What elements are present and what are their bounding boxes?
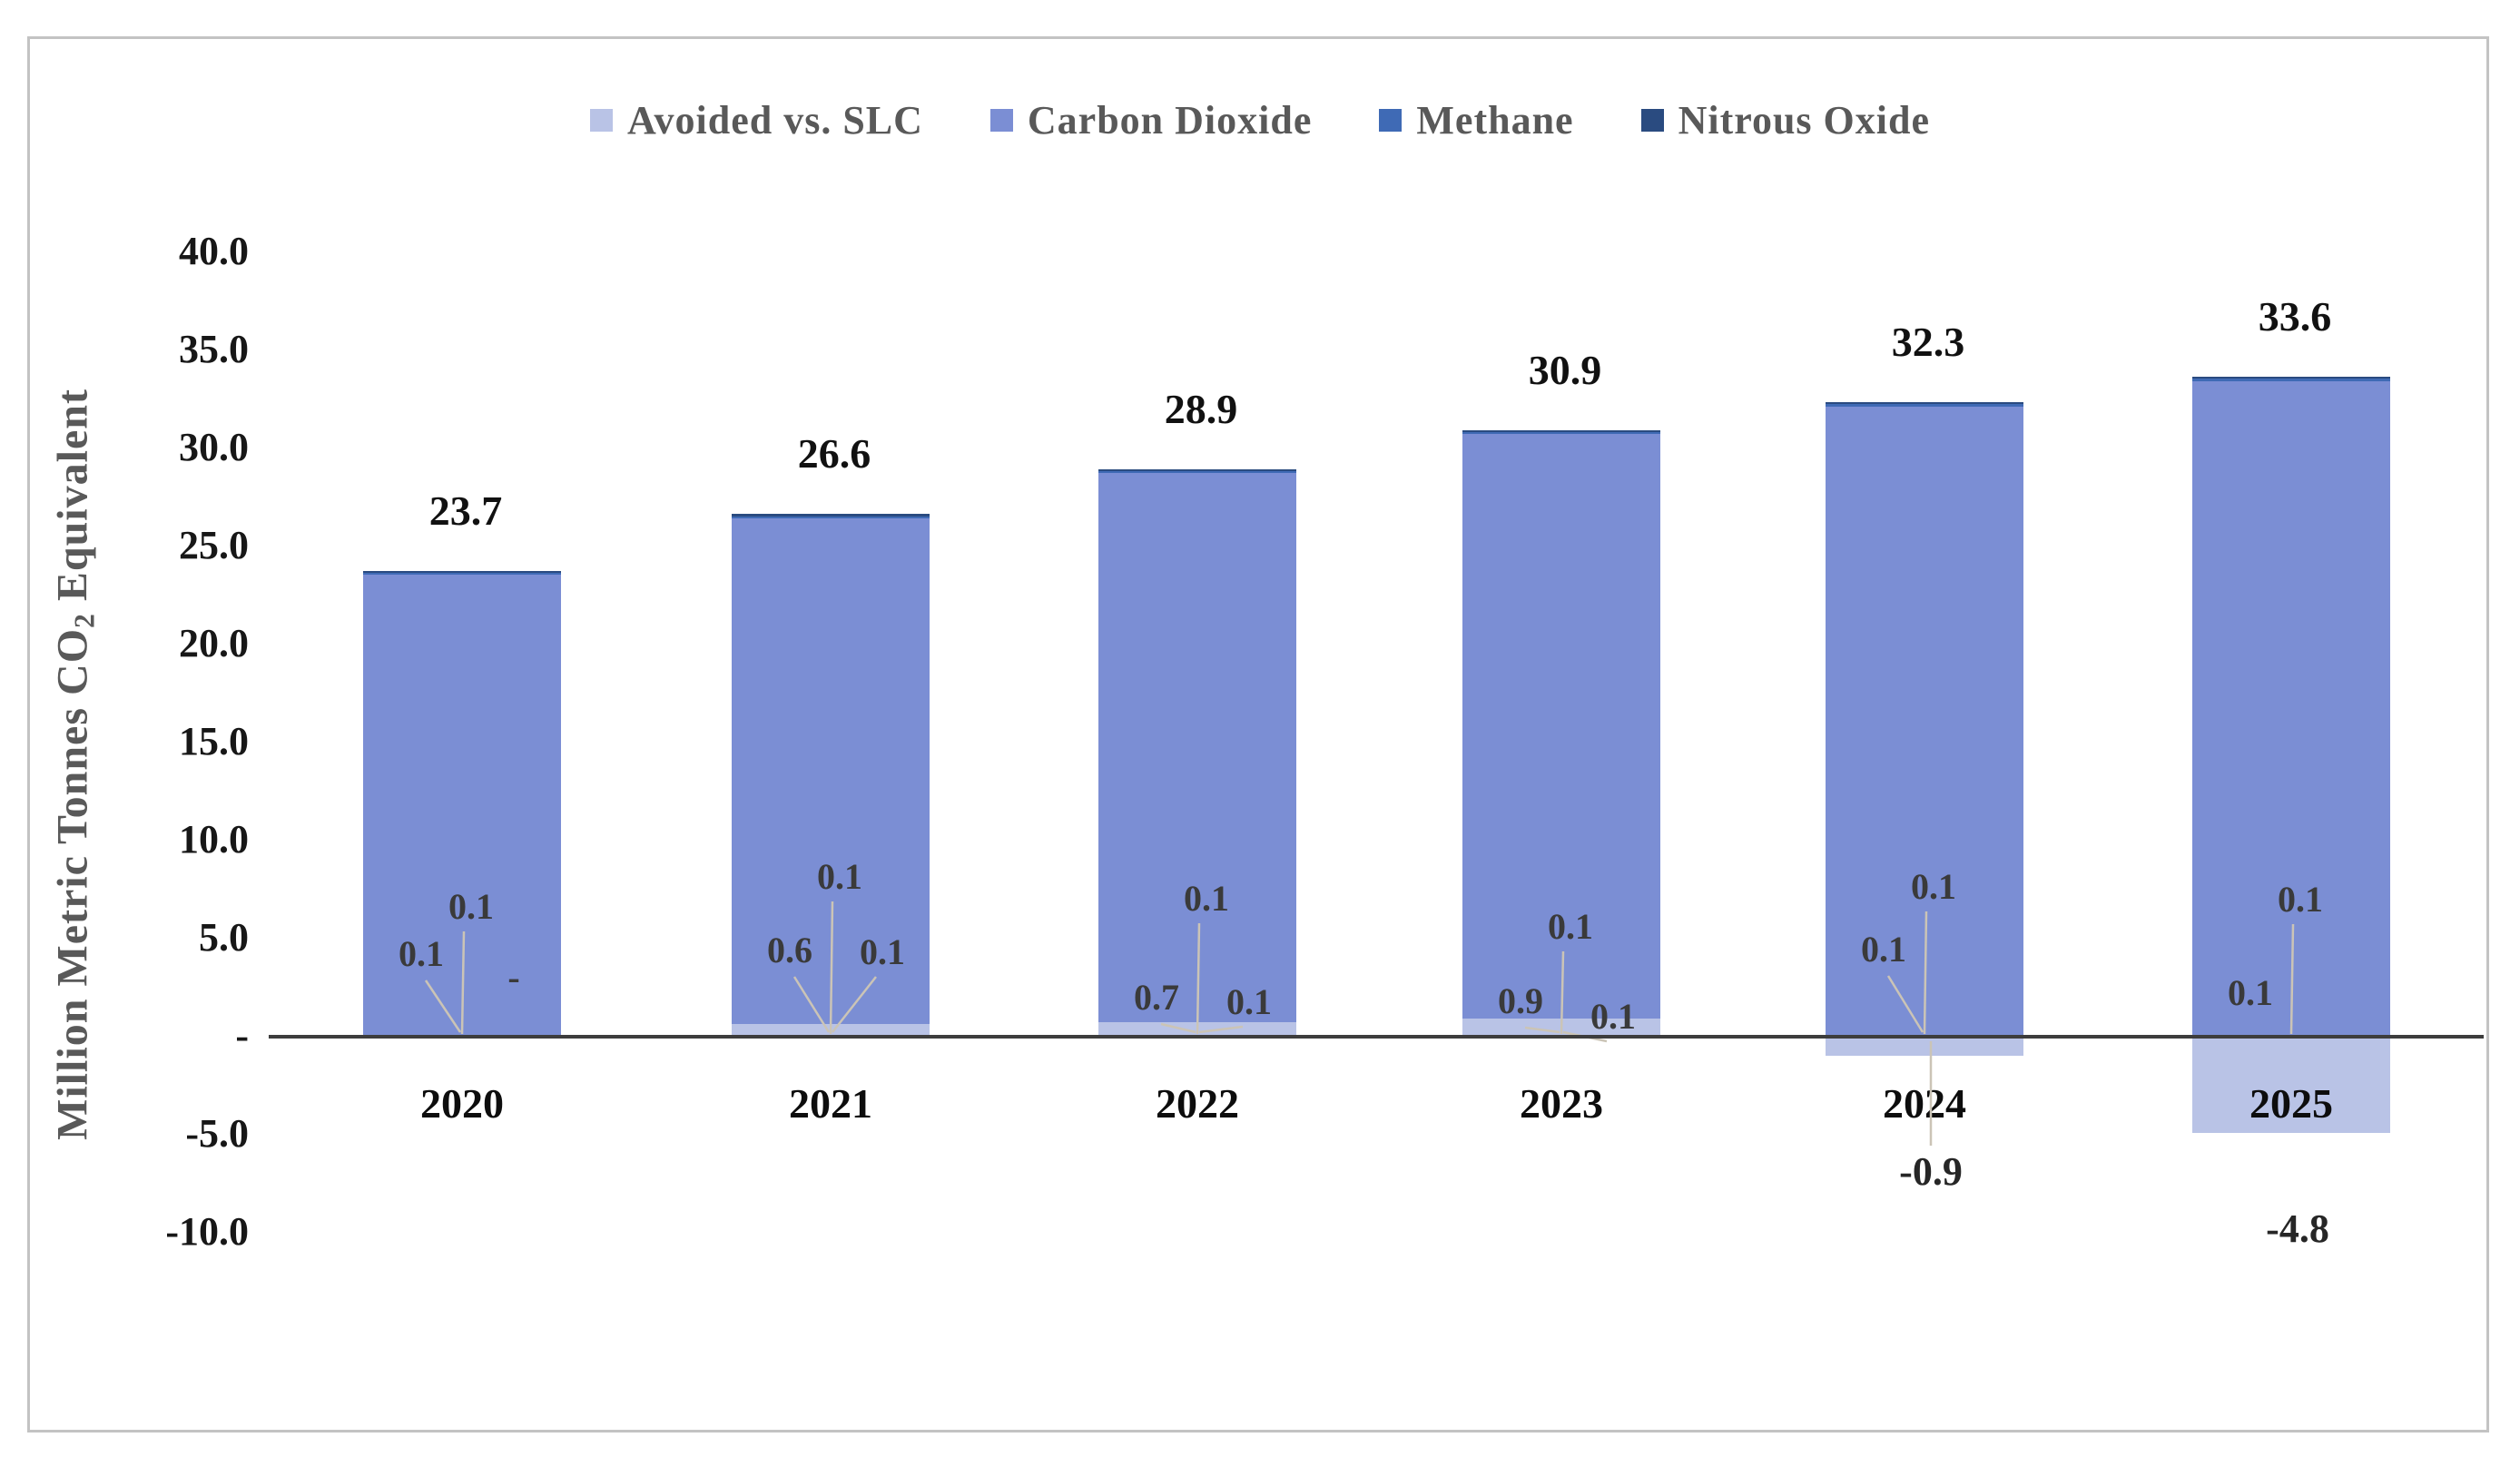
- bar-total-label-2021: 26.6: [797, 430, 871, 478]
- callout-left-label-2021: 0.6: [767, 930, 812, 970]
- legend-item-avoided-vs-slc: Avoided vs. SLC: [589, 97, 923, 143]
- legend-label: Avoided vs. SLC: [626, 97, 923, 143]
- bar-2022-nitrous-oxide-segment: [1098, 468, 1296, 471]
- callout-top-label-2020: 0.1: [448, 886, 494, 927]
- x-axis-category-label-2022: 2022: [1156, 1080, 1239, 1127]
- legend-label: Carbon Dioxide: [1027, 97, 1313, 143]
- bar-2025-carbon-dioxide: [2192, 377, 2390, 1036]
- bar-2022-carbon-dioxide: [1098, 468, 1296, 1036]
- y-axis-tick-label: -: [235, 1013, 249, 1058]
- bar-total-label-2023: 30.9: [1528, 346, 1602, 393]
- bar-2025-methane-segment: [2192, 379, 2390, 381]
- callout-top-label-2021: 0.1: [817, 856, 862, 897]
- legend-swatch-icon: [1379, 108, 1403, 132]
- bar-2020-methane-segment: [363, 573, 561, 576]
- legend-swatch-icon: [589, 108, 613, 132]
- y-axis-tick-label: 30.0: [179, 425, 249, 469]
- y-axis-tick-label: 40.0: [179, 229, 249, 273]
- callout-below-label-2024: -0.9: [1899, 1149, 1963, 1194]
- chart-legend: Avoided vs. SLC Carbon Dioxide Methane Nitr…: [0, 91, 2520, 149]
- y-axis-tick-label: 35.0: [179, 327, 249, 371]
- bar-2025-avoided-negative-segment: [2192, 1039, 2390, 1133]
- y-axis-tick-label: -5.0: [185, 1111, 249, 1156]
- y-axis-tick-label: 25.0: [179, 523, 249, 567]
- legend-swatch-icon: [1640, 108, 1664, 132]
- y-axis-tick-label: 5.0: [199, 915, 249, 960]
- bar-2022-avoided-segment: [1098, 1021, 1296, 1036]
- x-axis-category-label-2021: 2021: [789, 1080, 872, 1127]
- legend-label: Nitrous Oxide: [1678, 97, 1931, 143]
- callout-left-label-2020: 0.1: [399, 933, 444, 974]
- bar-2024-methane-segment: [1826, 404, 2023, 407]
- callout-left-label-2022: 0.7: [1134, 977, 1179, 1018]
- callout-right-label-2021: 0.1: [860, 931, 905, 972]
- legend-item-methane: Methane: [1379, 97, 1573, 143]
- x-axis-line: [269, 1035, 2484, 1039]
- bar-total-label-2022: 28.9: [1164, 385, 1238, 432]
- x-axis-category-label-2024: 2024: [1883, 1080, 1966, 1127]
- legend-swatch-icon: [989, 108, 1013, 132]
- x-axis-category-label-2025: 2025: [2249, 1080, 2333, 1127]
- callout-left-label-2025: 0.1: [2228, 972, 2273, 1013]
- bar-2024-avoided-negative-segment: [1826, 1039, 2023, 1057]
- bar-2023-methane-segment: [1462, 431, 1660, 434]
- bar-2023-nitrous-oxide-segment: [1462, 429, 1660, 432]
- y-axis-tick-label: 10.0: [179, 817, 249, 861]
- bar-total-label-2020: 23.7: [428, 487, 503, 535]
- bar-2025-nitrous-oxide-segment: [2192, 377, 2390, 379]
- y-axis-tick-label: 15.0: [179, 719, 249, 763]
- y-axis-title-post: Equivalent: [48, 389, 97, 614]
- y-axis-tick-label: -10.0: [165, 1209, 249, 1254]
- bar-2021-nitrous-oxide-segment: [732, 514, 930, 517]
- bar-2023-carbon-dioxide: [1462, 429, 1660, 1036]
- bar-2021-methane-segment: [732, 516, 930, 518]
- callout-left-label-2023: 0.9: [1498, 980, 1543, 1021]
- x-axis-category-label-2020: 2020: [420, 1080, 504, 1127]
- callout-top-label-2023: 0.1: [1548, 906, 1593, 947]
- bar-total-label-2024: 32.3: [1891, 319, 1965, 366]
- bar-2022-methane-segment: [1098, 470, 1296, 474]
- x-axis-category-label-2023: 2023: [1520, 1080, 1603, 1127]
- callout-left-label-2024: 0.1: [1861, 929, 1906, 970]
- callout-right-label-2022: 0.1: [1226, 981, 1272, 1022]
- legend-item-carbon-dioxide: Carbon Dioxide: [989, 97, 1313, 143]
- y-axis-title-pre: Million Metric Tonnes CO: [48, 627, 97, 1140]
- callout-top-label-2024: 0.1: [1911, 866, 1956, 907]
- callout-top-label-2022: 0.1: [1184, 878, 1229, 919]
- legend-item-nitrous-oxide: Nitrous Oxide: [1640, 97, 1931, 143]
- callout-right-label-2020: -: [507, 957, 520, 998]
- callout-below-label-2025: -4.8: [2266, 1206, 2329, 1251]
- bar-total-label-2025: 33.6: [2258, 293, 2332, 340]
- callout-top-label-2025: 0.1: [2278, 879, 2323, 920]
- y-axis-tick-label: 20.0: [179, 621, 249, 665]
- bar-2024-nitrous-oxide-segment: [1826, 402, 2023, 405]
- bar-2020-nitrous-oxide-segment: [363, 571, 561, 574]
- callout-right-label-2023: 0.1: [1590, 996, 1636, 1037]
- legend-label: Methane: [1416, 97, 1574, 143]
